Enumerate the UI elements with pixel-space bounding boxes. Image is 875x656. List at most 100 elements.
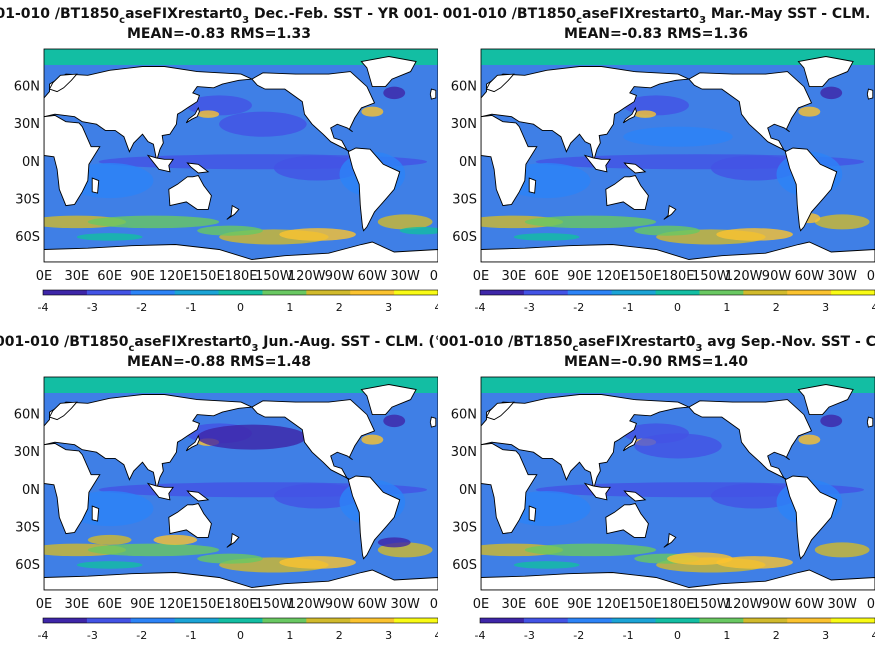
panel-son: YR 001-010 /BT1850caseFIXrestart03 avg S…	[437, 328, 875, 656]
chart-title-part: aseFIXrestart0	[578, 334, 695, 350]
land-japan	[185, 434, 200, 452]
colorbar-tick-label: -3	[87, 629, 98, 642]
land-eurasia	[481, 394, 691, 489]
colorbar-segment	[743, 618, 788, 623]
plot-frame	[43, 376, 438, 591]
y-tick-label: 60N	[451, 80, 477, 95]
colorbar-tick-label: 4	[435, 301, 439, 314]
y-tick-label: 30N	[451, 117, 477, 132]
chart-title-sub: c	[572, 343, 578, 354]
colorbar-tick-label: 0	[674, 629, 681, 642]
chart-stats: MEAN=-0.83 RMS=1.36	[564, 26, 748, 42]
colorbar-tick-label: 2	[336, 301, 343, 314]
anomaly-region	[623, 95, 689, 116]
x-tick-label: 60E	[97, 597, 122, 612]
chart-title-sub: c	[128, 343, 134, 354]
anomaly-region	[710, 483, 799, 509]
anomaly-region	[186, 95, 252, 116]
colorbar-segment	[43, 290, 88, 295]
x-tick-label: 180E	[661, 597, 694, 612]
chart-svg: R 001-010 /BT1850caseFIXrestart03 Jun.-A…	[0, 334, 438, 642]
land-antarctica	[481, 241, 875, 262]
colorbar-segment	[655, 618, 700, 623]
land-scandinavia	[485, 73, 515, 93]
land-japan	[622, 434, 637, 452]
chart-svg: YR 001-010 /BT1850caseFIXrestart03 avg S…	[437, 334, 875, 642]
land-north-america	[688, 399, 813, 481]
x-tick-label: 0E	[473, 597, 490, 612]
land-indonesia-1	[583, 482, 611, 501]
land-greenland	[797, 384, 854, 416]
panel-jja: R 001-010 /BT1850caseFIXrestart03 Jun.-A…	[0, 328, 438, 656]
colorbar-tick-label: 3	[385, 301, 392, 314]
x-tick-label: 120E	[596, 597, 629, 612]
y-tick-label: 60S	[452, 230, 477, 245]
anomaly-region	[716, 228, 793, 241]
x-tick-label: 60E	[97, 269, 122, 284]
colorbar-segment	[350, 290, 395, 295]
y-tick-label: 60N	[14, 80, 40, 95]
colorbar-tick-label: 0	[237, 301, 244, 314]
anomaly-region	[710, 155, 799, 181]
anomaly-region	[197, 225, 263, 236]
anomaly-region	[820, 414, 843, 428]
colorbar-tick-label: -1	[186, 301, 197, 314]
x-tick-label: 90E	[567, 269, 592, 284]
colorbar-segment	[174, 290, 220, 295]
colorbar-segment	[306, 290, 351, 295]
land-new-zealand	[663, 532, 677, 548]
colorbar-tick-label: -4	[475, 301, 486, 314]
anomaly-region	[219, 111, 307, 137]
y-tick-label: 30S	[452, 192, 477, 207]
chart-stats: MEAN=-0.83 RMS=1.33	[127, 26, 311, 42]
land-south-america	[347, 475, 401, 560]
chart-title-part: R 001-010 /BT1850	[0, 6, 119, 22]
y-tick-label: 30N	[14, 117, 40, 132]
x-tick-label: 150E	[629, 269, 662, 284]
chart-stats: MEAN=-0.88 RMS=1.48	[127, 354, 311, 370]
land-japan	[185, 106, 200, 124]
land-australia	[605, 174, 649, 210]
colorbar-segment	[611, 618, 657, 623]
colorbar-segment	[218, 290, 263, 295]
y-tick-label: 30N	[451, 445, 477, 460]
land-new-guinea	[623, 162, 647, 174]
land-uk	[866, 88, 874, 100]
anomaly-region	[197, 424, 307, 450]
y-tick-label: 0N	[22, 483, 40, 498]
colorbar-segment	[394, 290, 438, 295]
land-north-america	[688, 71, 813, 153]
anomaly-region	[76, 233, 143, 241]
land-africa	[481, 442, 538, 535]
land-antarctica	[481, 569, 875, 590]
colorbar-tick-label: -2	[573, 629, 584, 642]
anomaly-region	[87, 534, 132, 545]
colorbar-tick-label: -1	[623, 301, 634, 314]
colorbar-tick-label: 3	[822, 301, 829, 314]
land-scandinavia	[485, 401, 515, 421]
anomaly-region	[716, 556, 793, 569]
land-new-zealand	[663, 204, 677, 220]
anomaly-region	[814, 214, 870, 230]
colorbar-frame	[479, 617, 875, 624]
x-tick-label: 60W	[358, 597, 388, 612]
land-uk	[429, 416, 437, 428]
land-japan	[622, 106, 637, 124]
colorbar-tick-label: -3	[524, 301, 535, 314]
land-north-america	[251, 71, 376, 153]
chart-title-sub: 3	[251, 343, 258, 354]
land-madagascar	[528, 177, 537, 194]
anomaly-region	[361, 434, 384, 445]
x-tick-label: 0E	[36, 597, 53, 612]
colorbar-tick-label: -2	[573, 301, 584, 314]
y-tick-label: 60S	[452, 558, 477, 573]
colorbar-tick-label: 1	[286, 301, 293, 314]
x-tick-label: 180E	[661, 269, 694, 284]
x-tick-label: 60W	[795, 269, 825, 284]
anomaly-region	[513, 561, 580, 569]
x-tick-label: 120E	[159, 269, 192, 284]
x-tick-label: 30E	[501, 597, 526, 612]
chart-stats: MEAN=-0.90 RMS=1.40	[564, 354, 748, 370]
colorbar-tick-label: 0	[237, 629, 244, 642]
colorbar-segment	[86, 618, 132, 623]
